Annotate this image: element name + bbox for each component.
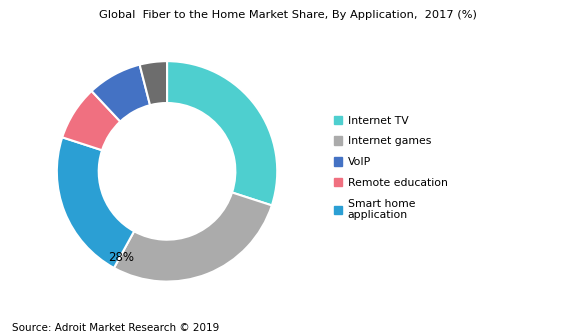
Wedge shape (57, 137, 134, 268)
Legend: Internet TV, Internet games, VoIP, Remote education, Smart home
application: Internet TV, Internet games, VoIP, Remot… (334, 116, 448, 220)
Wedge shape (167, 61, 277, 205)
Wedge shape (114, 193, 272, 282)
Wedge shape (92, 65, 150, 122)
Wedge shape (139, 61, 167, 105)
Text: 28%: 28% (108, 251, 134, 264)
Wedge shape (62, 91, 120, 150)
Text: Source: Adroit Market Research © 2019: Source: Adroit Market Research © 2019 (12, 323, 219, 333)
Text: Global  Fiber to the Home Market Share, By Application,  2017 (%): Global Fiber to the Home Market Share, B… (99, 10, 477, 20)
